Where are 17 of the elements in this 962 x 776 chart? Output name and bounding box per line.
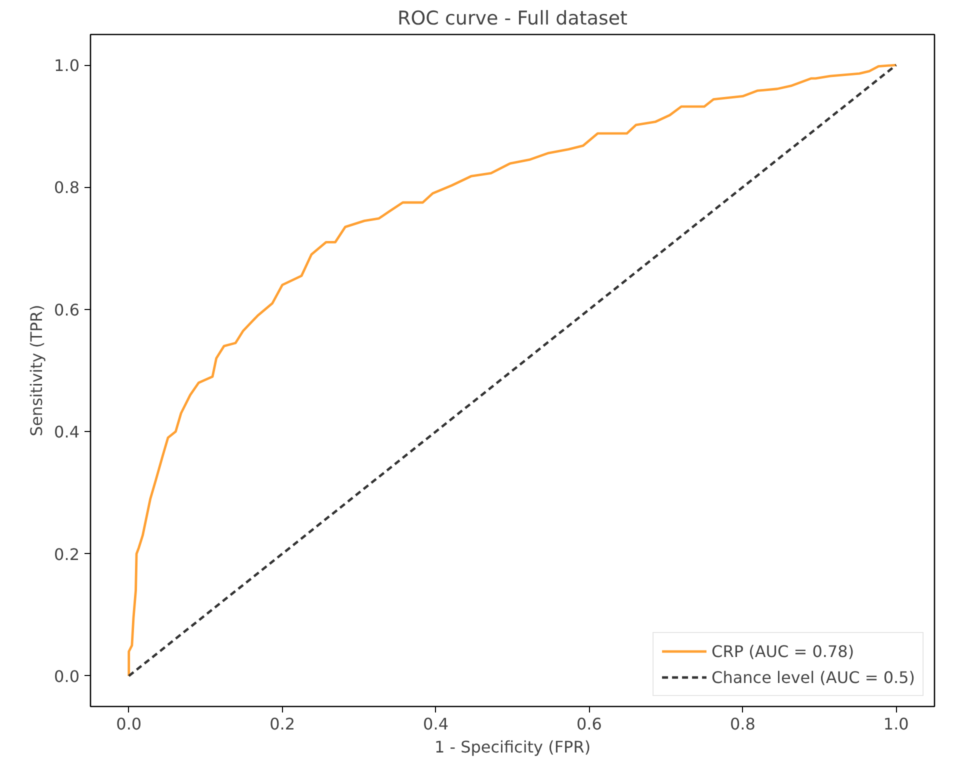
y-tick-label: 0.6	[54, 300, 80, 320]
y-tick-label: 0.0	[54, 666, 80, 686]
x-tick-label: 0.8	[730, 714, 756, 734]
y-tick-label: 0.8	[54, 178, 80, 198]
x-axis-title: 1 - Specificity (FPR)	[434, 738, 591, 756]
y-tick-label: 0.4	[54, 422, 80, 442]
x-tick-label: 0.6	[576, 714, 602, 734]
legend-label: CRP (AUC = 0.78)	[712, 642, 854, 660]
x-tick-label: 0.0	[116, 714, 142, 734]
x-tick-label: 1.0	[883, 714, 909, 734]
y-axis-title: Sensitivity (TPR)	[27, 304, 46, 436]
y-tick-label: 1.0	[54, 56, 80, 76]
x-tick-label: 0.2	[270, 714, 296, 734]
legend-label: Chance level (AUC = 0.5)	[712, 668, 915, 686]
y-tick-label: 0.2	[54, 544, 80, 564]
x-tick-label: 0.4	[423, 714, 449, 734]
chart-title: ROC curve - Full dataset	[398, 8, 628, 30]
